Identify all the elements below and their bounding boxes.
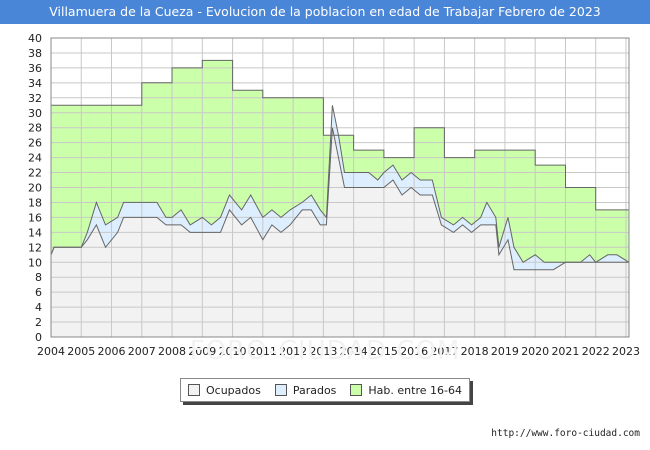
x-tick-label-2006: 2006: [98, 345, 126, 358]
plot-border: [50, 37, 630, 338]
y-tick-label-16: 16: [28, 211, 42, 224]
y-tick-label-10: 10: [28, 256, 42, 269]
x-tick-label-2015: 2015: [370, 345, 398, 358]
x-tick-label-2017: 2017: [430, 345, 458, 358]
x-tick-label-2004: 2004: [37, 345, 65, 358]
y-tick-label-34: 34: [28, 77, 42, 90]
x-tick-label-2012: 2012: [279, 345, 307, 358]
y-tick-label-8: 8: [35, 271, 42, 284]
chart-legend: Ocupados Parados Hab. entre 16-64: [180, 378, 470, 402]
y-tick-label-32: 32: [28, 92, 42, 105]
legend-swatch-parados: [274, 384, 287, 396]
x-tick-label-2022: 2022: [582, 345, 610, 358]
x-tick-label-2019: 2019: [491, 345, 519, 358]
y-tick-label-28: 28: [28, 122, 42, 135]
y-tick-label-2: 2: [35, 316, 42, 329]
x-tick-label-2018: 2018: [461, 345, 489, 358]
line-hab-entre-16-64: [51, 59, 629, 211]
legend-item-ocupados: Ocupados: [187, 383, 261, 397]
legend-item-habitantes: Hab. entre 16-64: [350, 384, 462, 397]
source-url: http://www.foro-ciudad.com: [491, 428, 640, 439]
x-tick-label-2007: 2007: [128, 345, 156, 358]
y-tick-label-36: 36: [28, 62, 42, 75]
x-tick-label-2016: 2016: [400, 345, 428, 358]
x-tick-label-2020: 2020: [521, 345, 549, 358]
y-tick-label-22: 22: [28, 167, 42, 180]
legend-item-parados: Parados: [274, 383, 337, 397]
x-tick-label-2005: 2005: [67, 345, 95, 358]
x-tick-label-2013: 2013: [309, 345, 337, 358]
x-tick-label-2021: 2021: [551, 345, 579, 358]
legend-swatch-habitantes: [350, 384, 363, 396]
y-tick-label-18: 18: [28, 196, 42, 209]
y-tick-label-12: 12: [28, 241, 42, 254]
y-tick-label-24: 24: [28, 152, 42, 165]
legend-label-habitantes: Hab. entre 16-64: [368, 383, 462, 397]
x-tick-label-2023: 2023: [612, 345, 640, 358]
population-area-chart: 0246810121416182022242628303234363840200…: [28, 32, 640, 358]
line-ocupados: [50, 127, 629, 271]
y-tick-label-30: 30: [28, 107, 42, 120]
legend-label-ocupados: Ocupados: [205, 383, 261, 397]
chart-title: Villamuera de la Cueza - Evolucion de la…: [0, 0, 650, 24]
x-tick-label-2008: 2008: [158, 345, 186, 358]
x-tick-label-2009: 2009: [188, 345, 216, 358]
y-tick-label-40: 40: [28, 32, 42, 45]
y-tick-label-26: 26: [28, 137, 42, 150]
line-parados: [50, 105, 630, 263]
y-tick-label-6: 6: [35, 286, 42, 299]
legend-label-parados: Parados: [292, 383, 337, 397]
x-tick-label-2010: 2010: [219, 345, 247, 358]
y-tick-label-20: 20: [28, 182, 42, 195]
y-tick-label-0: 0: [35, 331, 42, 344]
y-tick-label-38: 38: [28, 47, 42, 60]
legend-swatch-ocupados: [187, 384, 200, 396]
watermark-text: FORO-CIUDAD.COM: [189, 336, 461, 366]
y-tick-label-14: 14: [28, 226, 42, 239]
x-tick-label-2014: 2014: [340, 345, 368, 358]
y-tick-label-4: 4: [35, 301, 42, 314]
x-tick-label-2011: 2011: [249, 345, 277, 358]
